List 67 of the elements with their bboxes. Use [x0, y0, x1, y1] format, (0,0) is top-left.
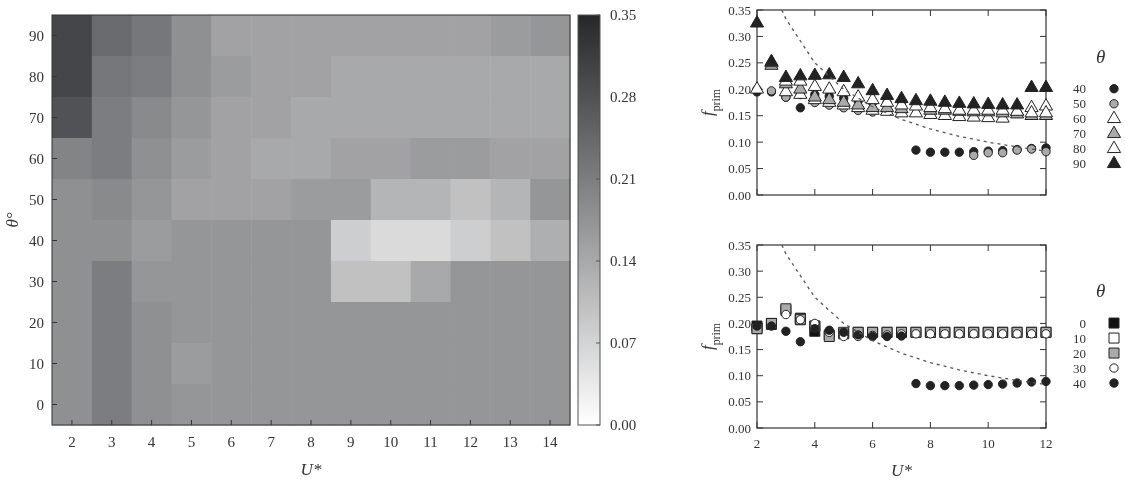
legend-label: 20 — [1073, 345, 1086, 361]
legend-title: θ — [1096, 45, 1106, 67]
x-tick-label: 10 — [981, 436, 995, 451]
legend-label: 10 — [1073, 330, 1086, 346]
x-tick-label: 13 — [502, 434, 518, 450]
color-bar-label: 0.28 — [610, 89, 637, 106]
x-tick-label: 6 — [227, 434, 236, 450]
legend-label: 40 — [1073, 81, 1086, 97]
legend-label: 90 — [1073, 156, 1086, 172]
legend-label: 40 — [1073, 375, 1086, 391]
x-axis-title: U* — [891, 461, 913, 480]
y-tick-label: 20 — [29, 314, 44, 331]
y-tick-label: 0.10 — [728, 368, 751, 384]
color-bar-label: 0.00 — [610, 417, 637, 434]
x-tick-label: 8 — [307, 434, 315, 450]
x-tick-label: 2 — [753, 436, 761, 451]
y-tick-label: 0.25 — [728, 289, 751, 305]
y-tick-label: 40 — [29, 232, 44, 249]
x-tick-label: 10 — [383, 434, 399, 450]
y-tick-label: 0.35 — [728, 2, 751, 18]
y-tick-label: 0.20 — [728, 315, 751, 331]
x-tick-label: 2 — [68, 434, 76, 450]
y-tick-label: 60 — [29, 150, 44, 167]
x-tick-label: 9 — [347, 434, 355, 450]
x-tick-label: 7 — [267, 434, 276, 450]
y-tick-label: 0.00 — [728, 420, 751, 436]
y-tick-label: 50 — [29, 191, 44, 208]
x-tick-label: 14 — [542, 434, 559, 450]
y-tick-label: 0.25 — [728, 55, 751, 71]
y-tick-label: 0.15 — [728, 108, 751, 124]
color-bar-label: 0.35 — [610, 7, 637, 24]
x-tick-label: 8 — [927, 436, 934, 451]
legend-label: 30 — [1073, 360, 1086, 376]
legend-label: 70 — [1073, 126, 1086, 142]
x-tick-label: 4 — [811, 436, 819, 451]
x-tick-label: 3 — [108, 434, 116, 450]
y-tick-label: 90 — [29, 27, 44, 44]
y-tick-label: 0.05 — [728, 161, 751, 177]
y-tick-label: 10 — [29, 355, 44, 372]
y-tick-label: 70 — [29, 109, 44, 126]
legend-title: θ — [1096, 280, 1106, 302]
color-bar-label: 0.07 — [610, 335, 637, 352]
x-tick-label: 11 — [423, 434, 438, 450]
y-tick-label: 0.10 — [728, 134, 751, 150]
legend-label: 0 — [1079, 315, 1086, 331]
x-tick-label: 6 — [869, 436, 877, 451]
y-tick-label: 0.05 — [728, 394, 751, 410]
legend-label: 60 — [1073, 111, 1086, 127]
y-tick-label: 80 — [29, 68, 44, 85]
y-tick-label: 30 — [29, 273, 44, 290]
y-tick-label: 0.30 — [728, 28, 751, 44]
color-bar-label: 0.14 — [610, 253, 637, 270]
color-bar-label: 0.21 — [610, 171, 637, 188]
x-tick-label: 12 — [1039, 436, 1053, 451]
legend-label: 50 — [1073, 96, 1086, 112]
legend-label: 80 — [1073, 141, 1086, 157]
y-tick-label: 0.20 — [728, 81, 751, 97]
y-tick-label: 0 — [36, 396, 44, 413]
x-axis-title: U* — [300, 460, 322, 479]
y-tick-label: 0.15 — [728, 342, 751, 358]
y-tick-label: 0.35 — [728, 237, 751, 253]
x-tick-label: 4 — [147, 434, 156, 450]
y-tick-label: 0.00 — [728, 187, 751, 203]
y-tick-label: 0.30 — [728, 263, 751, 279]
y-axis-title: θ° — [3, 212, 22, 228]
x-tick-label: 5 — [187, 434, 196, 450]
x-tick-label: 12 — [462, 434, 478, 450]
